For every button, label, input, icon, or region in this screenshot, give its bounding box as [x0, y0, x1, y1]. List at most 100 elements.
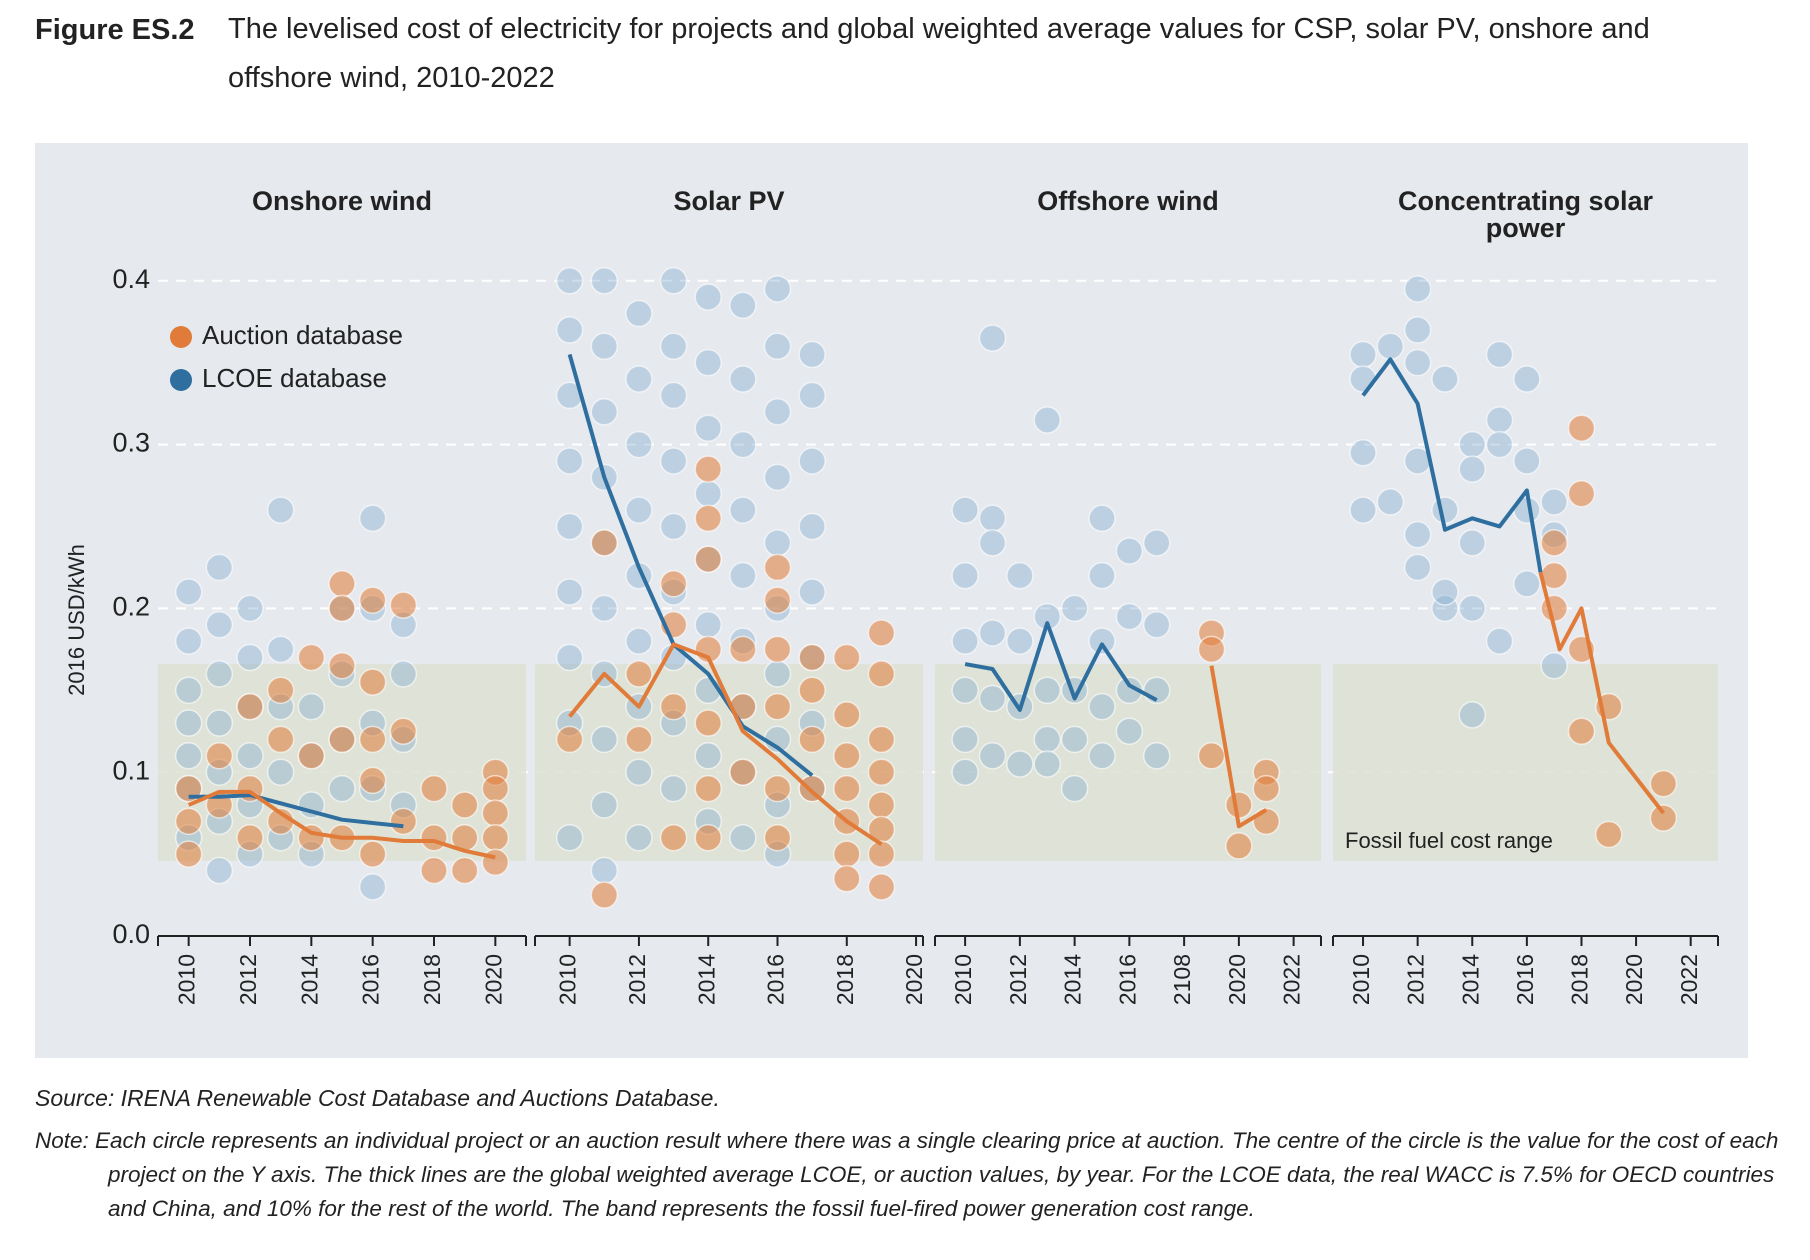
project-point — [833, 643, 861, 672]
project-point — [1006, 750, 1034, 778]
average-line — [1209, 665, 1268, 829]
project-point — [951, 676, 979, 705]
project-point — [659, 267, 688, 295]
project-point — [328, 570, 356, 598]
project-point — [1513, 365, 1541, 393]
project-point — [694, 709, 722, 737]
project-point — [450, 791, 479, 819]
project-point — [590, 529, 619, 557]
project-point — [1567, 414, 1596, 442]
project-point — [555, 447, 584, 475]
project-point — [1033, 750, 1061, 778]
y-axis-label: 2016 USD/kWh — [64, 544, 89, 696]
project-point — [763, 774, 792, 803]
panel-title: Concentrating solar power — [1397, 186, 1654, 243]
project-point — [798, 725, 826, 754]
project-point — [236, 823, 264, 852]
x-tick-label: 2010 — [950, 954, 976, 1005]
project-point — [659, 332, 688, 361]
project-point — [555, 267, 584, 295]
project-point — [625, 627, 653, 655]
project-point — [1252, 807, 1280, 836]
average-line — [187, 789, 496, 860]
x-tick-label: 2016 — [1512, 954, 1538, 1005]
project-point — [481, 774, 510, 803]
project-point — [659, 512, 688, 541]
x-tick-label: 2016 — [1114, 954, 1140, 1005]
project-point — [1458, 430, 1487, 459]
project-point — [1567, 717, 1596, 745]
project-point — [951, 725, 979, 754]
project-point — [1225, 832, 1253, 860]
project-point — [1403, 275, 1432, 303]
project-point — [1513, 570, 1541, 598]
project-point — [833, 840, 861, 868]
x-tick-label: 2014 — [296, 954, 322, 1005]
project-point — [729, 635, 757, 664]
project-point — [833, 864, 861, 893]
project-point — [1115, 537, 1144, 565]
project-point — [389, 717, 418, 745]
x-tick-label: 2018 — [1567, 954, 1593, 1005]
project-point — [729, 823, 757, 852]
project-point — [951, 627, 979, 655]
project-point — [1649, 769, 1678, 798]
project-point — [450, 856, 479, 885]
band-label: Fossil fuel cost range — [1345, 828, 1553, 853]
project-point — [420, 823, 448, 852]
project-point — [481, 799, 510, 827]
project-point — [205, 856, 234, 885]
project-point — [328, 774, 356, 803]
project-point — [978, 619, 1007, 647]
project-point — [978, 742, 1007, 770]
project-point — [798, 381, 826, 410]
project-point — [978, 504, 1007, 533]
project-point — [1458, 455, 1487, 483]
project-point — [1458, 701, 1487, 729]
project-point — [867, 725, 896, 754]
project-point — [590, 856, 619, 885]
project-point — [625, 660, 653, 688]
project-point — [867, 660, 896, 688]
project-point — [694, 414, 722, 442]
figure-label: Figure ES.2 — [35, 14, 195, 46]
average-line — [964, 621, 1158, 712]
project-point — [389, 807, 418, 836]
x-tick-label: 2020 — [1224, 954, 1250, 1005]
project-point — [694, 823, 722, 852]
project-point — [590, 881, 619, 909]
project-point — [659, 774, 688, 803]
project-point — [358, 725, 387, 754]
project-point — [1403, 348, 1432, 377]
project-point — [358, 586, 387, 614]
project-point — [174, 627, 203, 655]
x-tick-label: 2014 — [693, 954, 719, 1005]
project-point — [1197, 635, 1226, 664]
legend-swatch — [170, 326, 192, 348]
project-point — [1376, 488, 1405, 516]
project-point — [763, 692, 792, 721]
project-point — [328, 594, 356, 623]
project-point — [763, 660, 792, 688]
x-tick-label: 2012 — [235, 954, 261, 1005]
project-point — [328, 651, 356, 680]
project-point — [266, 758, 295, 786]
project-point — [236, 742, 264, 770]
y-tick-label: 0.4 — [112, 264, 150, 294]
project-point — [236, 692, 264, 721]
project-point — [625, 758, 653, 786]
project-point — [1252, 774, 1280, 803]
x-tick-label: 2014 — [1060, 954, 1086, 1005]
project-point — [1485, 627, 1514, 655]
y-tick-label: 0.0 — [112, 919, 150, 949]
x-tick-label: 2016 — [358, 954, 384, 1005]
project-point — [481, 848, 510, 877]
project-point — [694, 545, 722, 573]
average-line — [1361, 357, 1543, 573]
project-point — [694, 479, 722, 508]
project-point — [174, 578, 203, 606]
project-point — [798, 578, 826, 606]
project-point — [1115, 602, 1144, 631]
average-line — [567, 353, 814, 778]
project-point — [1540, 488, 1568, 516]
